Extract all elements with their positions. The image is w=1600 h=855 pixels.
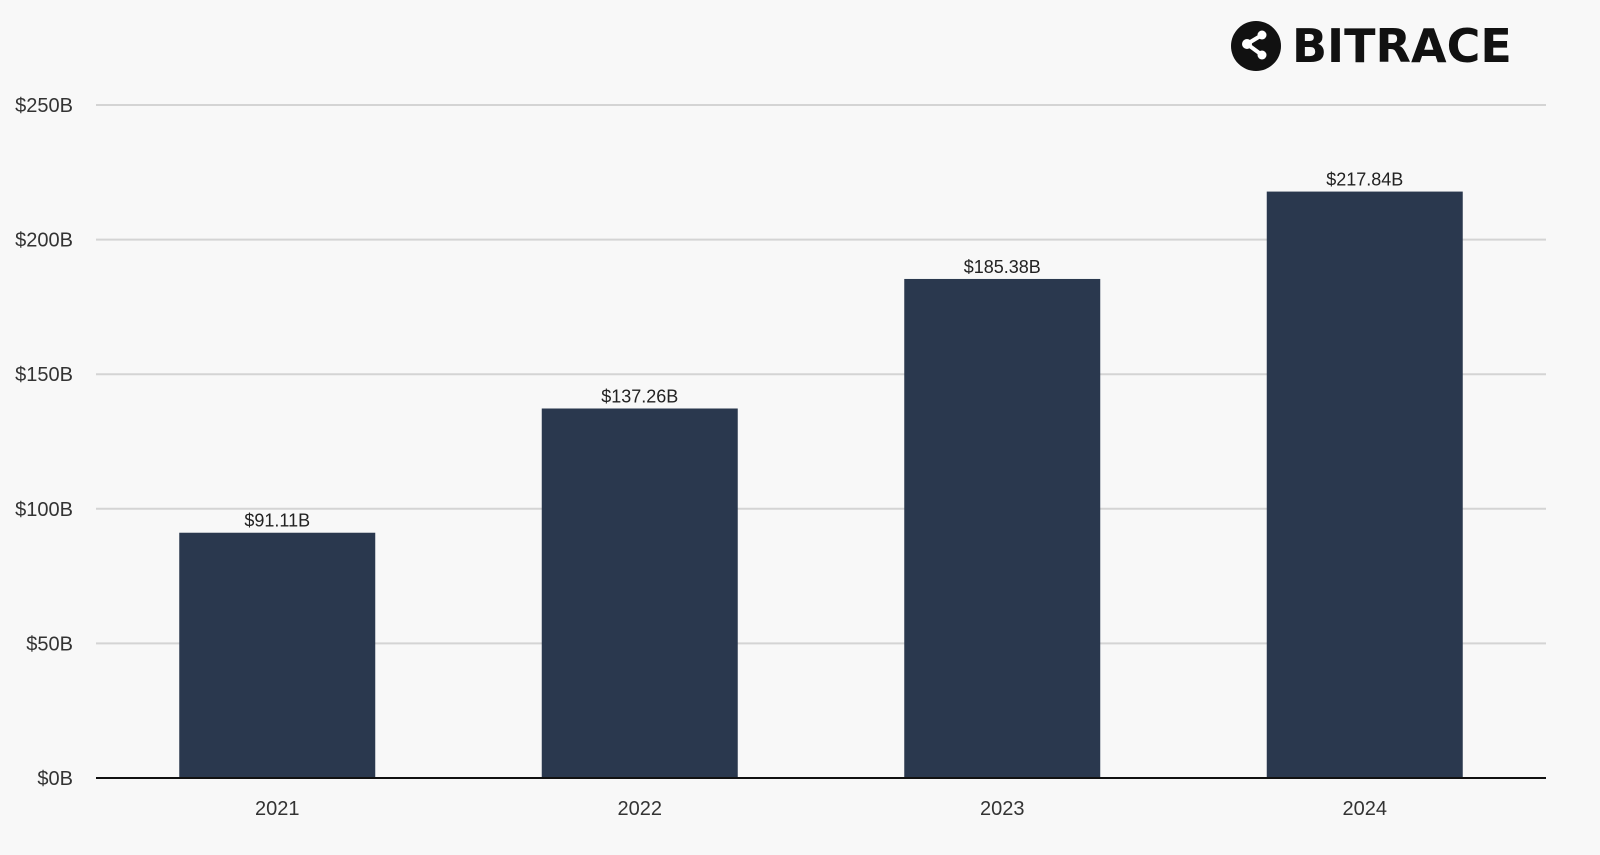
bar [179,532,376,778]
y-axis-ticks: $0B $50B $100B $150B $200B $250B [15,95,73,790]
bar [541,408,738,778]
x-tick-label: 2022 [618,798,663,820]
bar [1266,191,1463,779]
x-tick-label: 2024 [1343,798,1388,820]
bar [904,278,1101,778]
bitrace-logo: BITRACE [1231,19,1512,73]
data-label: $217.84B [1326,170,1403,190]
logo-circle-icon [1231,21,1281,71]
bars [179,191,1463,779]
data-label: $137.26B [601,386,678,406]
x-axis-ticks: 2021 2022 2023 2024 [255,798,1387,820]
y-tick-label: $200B [15,230,73,252]
data-label: $185.38B [964,257,1041,277]
data-labels: $91.11B $137.26B $185.38B $217.84B [244,170,1403,531]
y-tick-label: $150B [15,364,73,386]
logo-text: BITRACE [1292,19,1512,73]
y-tick-label: $100B [15,499,73,521]
logo-share-icon [1242,30,1267,60]
y-tick-label: $50B [26,633,73,655]
y-tick-label: $250B [15,95,73,117]
x-tick-label: 2021 [255,798,300,820]
x-tick-label: 2023 [980,798,1025,820]
data-label: $91.11B [244,511,310,531]
y-tick-label: $0B [37,768,73,790]
